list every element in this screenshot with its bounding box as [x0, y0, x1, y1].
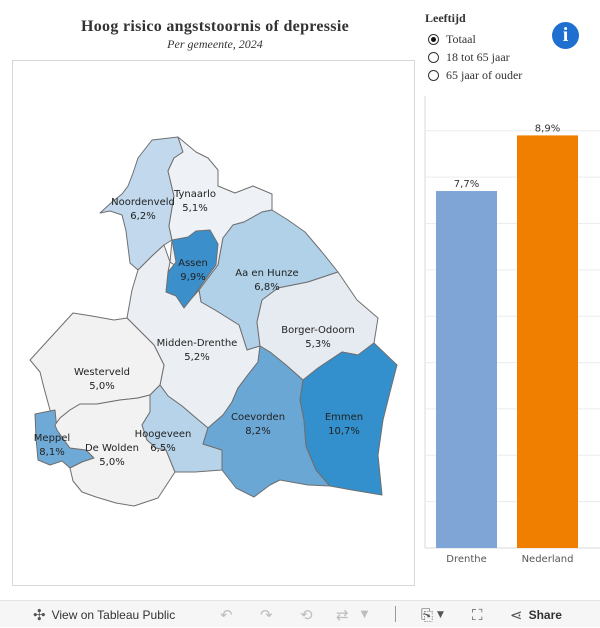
radio-18-tot-65[interactable]: 18 tot 65 jaar: [428, 50, 510, 65]
fullscreen-icon: ⛶: [472, 605, 483, 624]
download-dropdown-icon: ▼: [437, 609, 444, 620]
refresh-button[interactable]: ⇄ ▼: [336, 601, 368, 628]
map-label-name: Meppel: [34, 433, 70, 444]
map-label-name: Assen: [178, 258, 208, 269]
map-label-value: 9,9%: [180, 272, 205, 283]
refresh-dropdown-icon: ▼: [360, 609, 369, 620]
map-label-value: 5,2%: [184, 352, 209, 363]
map-label-value: 8,2%: [245, 426, 270, 437]
map-label-name: Emmen: [325, 412, 363, 423]
region-emmen[interactable]: [299, 342, 398, 496]
map-label-name: Noordenveld: [111, 197, 175, 208]
revert-icon: ⟲: [300, 605, 313, 624]
map-label-name: De Wolden: [85, 443, 139, 454]
bar-marks: 7,7% Drenthe 8,9% Nederland: [436, 123, 578, 565]
toolbar-separator: [395, 606, 396, 622]
fullscreen-button[interactable]: ⛶: [472, 601, 483, 628]
legend-title: Leeftijd: [425, 11, 466, 25]
map-label-value: 5,0%: [89, 381, 114, 392]
map-labels: Noordenveld 6,2% Tynaarlo 5,1% Assen 9,9% Aa e…: [34, 189, 363, 468]
map-label-value: 5,0%: [99, 457, 124, 468]
undo-icon: ↶: [220, 605, 233, 624]
map-label-name: Aa en Hunze: [235, 268, 298, 279]
map-label-name: Hoogeveen: [135, 429, 192, 440]
map-label-value: 6,2%: [130, 211, 155, 222]
bar-category-label: Nederland: [522, 554, 574, 565]
region-de-wolden[interactable]: [54, 394, 176, 507]
refresh-icon: ⇄: [336, 605, 349, 624]
radio-label: Totaal: [446, 32, 476, 46]
radio-label: 18 tot 65 jaar: [446, 50, 510, 64]
view-on-tableau-label: View on Tableau Public: [51, 607, 176, 622]
radio-totaal[interactable]: Totaal: [428, 32, 476, 47]
map-label-name: Westerveld: [74, 367, 130, 378]
redo-button[interactable]: ↷: [260, 601, 273, 628]
tableau-logo-icon: ✣: [33, 605, 46, 624]
info-icon[interactable]: i: [552, 22, 579, 49]
download-button[interactable]: ⎘ ▼: [421, 601, 444, 628]
map-label-value: 5,3%: [305, 339, 330, 350]
chart-title: Hoog risico angststoornis of depressie: [81, 18, 349, 35]
map-label-value: 6,8%: [254, 282, 279, 293]
radio-65-plus[interactable]: 65 jaar of ouder: [428, 68, 522, 83]
radio-button[interactable]: [428, 70, 439, 81]
map-label-value: 6,5%: [150, 443, 175, 454]
tableau-toolbar: ✣ View on Tableau Public ↶ ↷ ⟲ ⇄ ▼ ⎘ ▼ ⛶…: [0, 600, 600, 627]
map-label-name: Borger-Odoorn: [281, 325, 355, 336]
undo-button[interactable]: ↶: [220, 601, 233, 628]
view-on-tableau-public-link[interactable]: ✣ View on Tableau Public: [33, 601, 175, 628]
municipality-map: Noordenveld 6,2% Tynaarlo 5,1% Assen 9,9% Aa e…: [29, 136, 398, 507]
redo-icon: ↷: [260, 605, 273, 624]
share-label: Share: [528, 607, 562, 622]
bar-chart: 7,7% Drenthe 8,9% Nederland: [424, 96, 600, 565]
bar-drenthe[interactable]: [436, 191, 497, 549]
bar-nederland[interactable]: [517, 135, 578, 548]
radio-button[interactable]: [428, 52, 439, 63]
revert-button[interactable]: ⟲: [300, 601, 313, 628]
bar-value-label: 8,9%: [535, 123, 560, 134]
download-icon: ⎘: [421, 605, 434, 624]
map-label-name: Coevorden: [231, 412, 285, 423]
map-label-value: 5,1%: [182, 203, 207, 214]
map-label-name: Midden-Drenthe: [157, 338, 238, 349]
map-frame: [12, 60, 415, 586]
chart-subtitle: Per gemeente, 2024: [167, 37, 263, 51]
bar-value-label: 7,7%: [454, 179, 479, 190]
radio-label: 65 jaar of ouder: [446, 68, 523, 82]
map-label-name: Tynaarlo: [173, 189, 216, 200]
radio-button-checked[interactable]: [428, 34, 439, 45]
share-button[interactable]: ⋖ Share: [510, 601, 562, 628]
share-icon: ⋖: [510, 605, 523, 624]
bar-category-label: Drenthe: [446, 554, 487, 565]
map-label-value: 8,1%: [39, 447, 64, 458]
map-label-value: 10,7%: [328, 426, 360, 437]
